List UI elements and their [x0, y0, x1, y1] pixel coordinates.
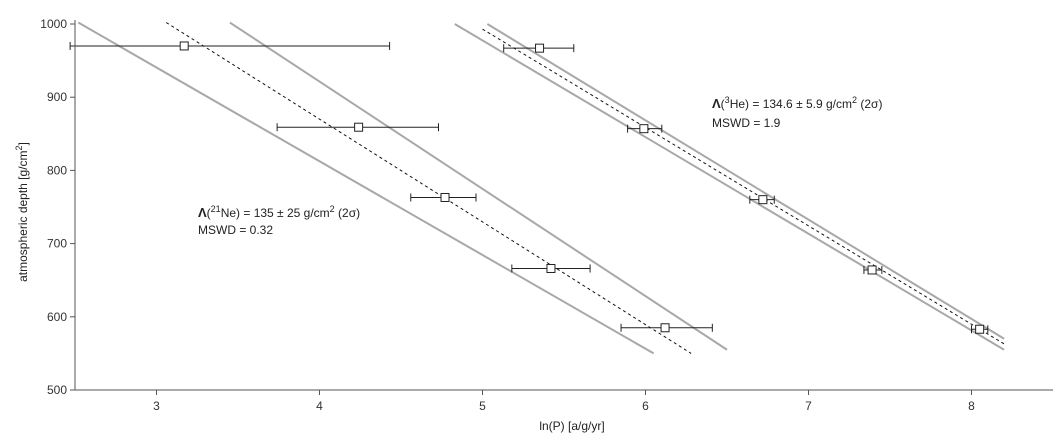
y-axis-title: atmospheric depth [g/cm2] [14, 142, 30, 282]
y-tick-label: 600 [47, 310, 67, 324]
x-tick-label: 6 [642, 399, 649, 413]
x-tick-label: 4 [316, 399, 323, 413]
y-tick-label: 500 [47, 383, 67, 397]
he3-envelope-line [454, 23, 1005, 351]
data-points [179, 41, 985, 334]
x-tick-label: 3 [153, 399, 160, 413]
error-bars [69, 41, 989, 334]
he3-data-point [758, 195, 768, 205]
ne21-fit-line [166, 22, 692, 354]
y-tick-label: 800 [47, 163, 67, 177]
y-tick-label: 1000 [40, 17, 67, 31]
he3-data-point [535, 43, 545, 53]
he3-data-point [975, 324, 985, 334]
he3-data-point [867, 265, 877, 275]
x-tick-label: 7 [805, 399, 812, 413]
axes: 3 4 5 6 7 8 500 600 700 800 900 1000 [40, 17, 1053, 413]
y-tick-label: 700 [47, 237, 67, 251]
ne21-data-point [440, 192, 450, 202]
fit-lines [166, 22, 1005, 354]
y-tick-label: 900 [47, 90, 67, 104]
x-axis-title: ln(P) [a/g/yr] [539, 419, 604, 433]
he3-mswd: MSWD = 1.9 [712, 116, 781, 130]
he3-annotation: Λ(3He) = 134.6 ± 5.9 g/cm2 (2σ) [712, 95, 882, 111]
he3-data-point [639, 124, 649, 134]
ne21-mswd: MSWD = 0.32 [198, 223, 273, 237]
ne21-data-point [179, 41, 189, 51]
ne21-data-point [546, 263, 556, 273]
fit-envelopes [77, 21, 1005, 355]
x-tick-label: 5 [479, 399, 486, 413]
ne21-data-point [660, 323, 670, 333]
ne21-envelope-line [229, 21, 728, 351]
ne21-envelope-line [77, 21, 655, 355]
ne21-annotation: Λ(21Ne) = 135 ± 25 g/cm2 (2σ) [198, 204, 360, 220]
he3-envelope-line [486, 23, 1005, 340]
he3-fit-line [482, 28, 1005, 345]
x-tick-label: 8 [968, 399, 975, 413]
ne21-data-point [354, 122, 364, 132]
